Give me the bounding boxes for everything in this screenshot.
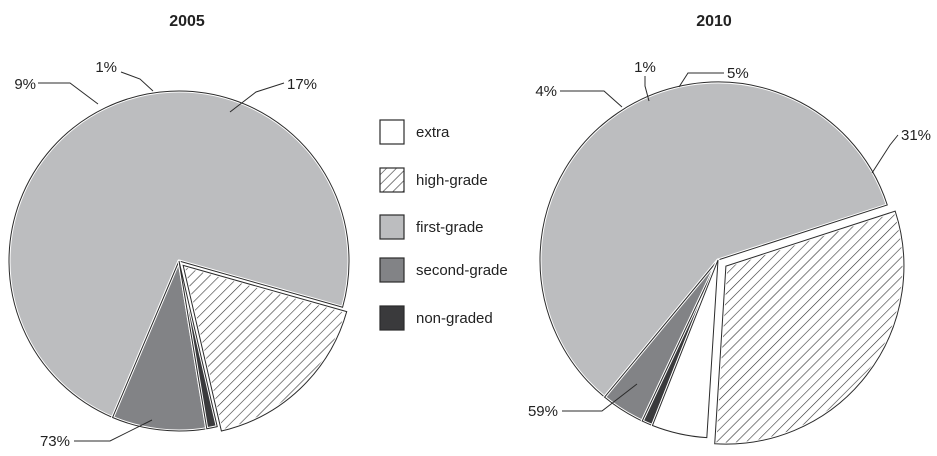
leader-2010-non-graded	[644, 76, 650, 102]
pie-2005-slice-outline-second-grade	[111, 259, 208, 432]
legend-swatch-extra	[379, 119, 405, 145]
pie-2005-slice-outline-first-grade	[8, 90, 350, 419]
leader-2010-extra	[678, 72, 724, 88]
pct-label-2010-second-grade: 4%	[535, 83, 557, 100]
leader-2010-high-grade	[871, 134, 899, 174]
pie-2005-slice-outline-non-graded	[178, 260, 218, 430]
pct-label-2010-non-graded: 1%	[634, 59, 656, 76]
pct-label-2005-non-graded: 1%	[95, 59, 117, 76]
leader-2010-first-grade	[562, 383, 638, 412]
pie-2005-slice-outline-high-grade	[182, 264, 348, 432]
legend-swatch-second-grade	[379, 257, 405, 283]
legend: extra high-grade first-grade second-grad…	[379, 119, 508, 331]
legend-label-extra: extra	[416, 124, 450, 141]
pie-2010-slice-outline-first-grade	[539, 81, 888, 398]
pie-2010-slice-outline-high-grade	[714, 210, 905, 445]
pct-label-2005-second-grade: 9%	[14, 76, 36, 93]
pct-label-2010-high-grade: 31%	[901, 127, 931, 144]
leader-lines	[38, 71, 899, 442]
leader-2005-non-graded	[120, 71, 154, 92]
chart-title-2005: 2005	[169, 13, 205, 30]
leader-2005-first-grade	[74, 419, 153, 442]
pie-2010-slice-outline-extra	[651, 259, 719, 439]
legend-label-high-grade: high-grade	[416, 172, 488, 189]
legend-label-second-grade: second-grade	[416, 262, 508, 279]
chart-title-2010: 2010	[696, 13, 732, 30]
pct-label-2010-first-grade: 59%	[528, 403, 558, 420]
pct-label-2005-high-grade: 17%	[287, 76, 317, 93]
legend-swatch-high-grade	[379, 167, 405, 193]
pct-label-2010-extra: 5%	[727, 65, 749, 82]
leader-2005-high-grade	[229, 82, 285, 113]
leader-2010-second-grade	[560, 90, 623, 108]
legend-swatch-non-graded	[379, 305, 405, 331]
legend-label-first-grade: first-grade	[416, 219, 484, 236]
leader-2005-second-grade	[38, 82, 99, 105]
legend-label-non-graded: non-graded	[416, 310, 493, 327]
pct-label-2005-first-grade: 73%	[40, 433, 70, 450]
pie-2005-slices	[7, 89, 351, 433]
legend-swatch-first-grade	[379, 214, 405, 240]
pie-2010-slices	[538, 80, 906, 446]
